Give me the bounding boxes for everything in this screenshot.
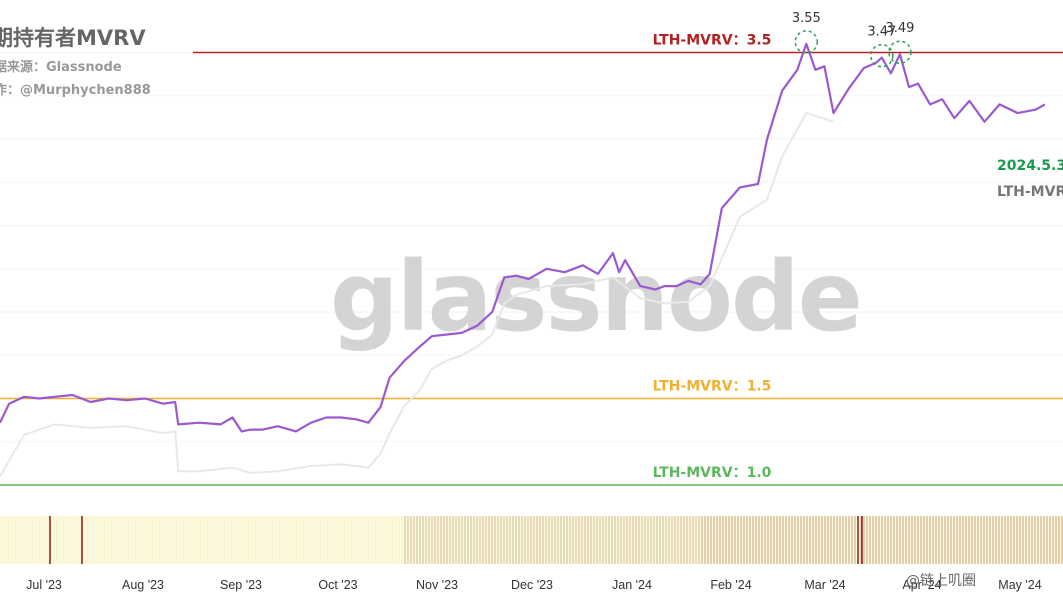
x-tick-label: Oct '23 [318, 578, 357, 592]
series-line [0, 112, 834, 477]
peak-marker [794, 30, 819, 54]
bottom-color-strip [0, 516, 1063, 564]
author-line: 作：@Murphychen888 [0, 82, 151, 98]
peak-marker [870, 43, 894, 68]
x-tick-label: Apr '24 [902, 578, 941, 592]
chart-title: 期持有者MVRV [0, 26, 146, 50]
x-tick-label: Dec '23 [511, 578, 553, 592]
peak-label: 3.55 [792, 11, 821, 26]
peak-annotations: 3.55 3.473.49 [792, 11, 914, 68]
peak-marker [888, 40, 912, 64]
corner-watermark: @链上叽圈 [906, 573, 976, 589]
series-line [0, 42, 1046, 433]
x-tick-label: Aug '23 [122, 578, 164, 592]
x-tick-label: Mar '24 [804, 578, 845, 592]
reference-line-label: LTH-MVRV：1.0 [653, 465, 772, 481]
peak-label: 3.47 [867, 25, 896, 40]
x-tick-label: Jul '23 [26, 578, 62, 592]
x-tick-label: May '24 [998, 578, 1041, 592]
glassnode-watermark: glassnode [330, 241, 861, 353]
annotation-date: 2024.5.31 [997, 158, 1063, 174]
reference-line-label: LTH-MVRV：3.5 [653, 33, 772, 49]
x-axis-tick-labels: Jul '23 Aug '23 Sep '23 Oct '23 Nov '23 Dec '… [26, 578, 1042, 592]
x-tick-label: Jan '24 [612, 578, 652, 592]
annotation-label: LTH-MVRV [997, 184, 1063, 200]
x-tick-label: Sep '23 [220, 578, 262, 592]
peak-label: 3.49 [885, 21, 914, 36]
x-tick-label: Feb '24 [710, 578, 751, 592]
series-layer [0, 42, 1046, 477]
source-line: 据来源：Glassnode [0, 59, 122, 75]
reference-line-label: LTH-MVRV：1.5 [653, 379, 772, 395]
x-tick-label: Nov '23 [416, 578, 458, 592]
reference-lines: LTH-MVRV：3.5 LTH-MVRV：1.5 LTH-MVRV：1.0 [0, 33, 1063, 486]
